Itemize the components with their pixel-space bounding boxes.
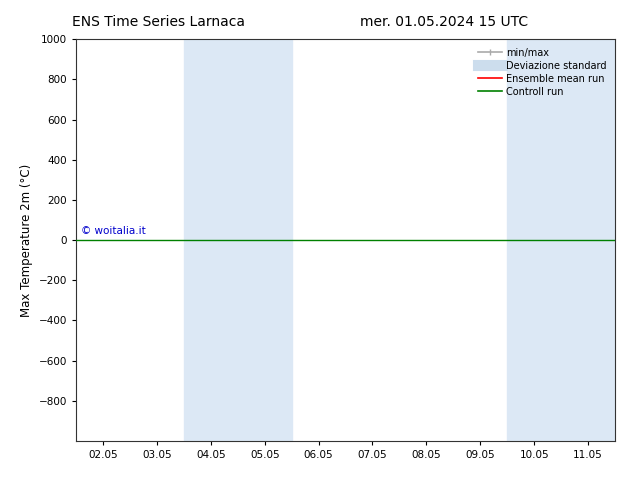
Text: ENS Time Series Larnaca: ENS Time Series Larnaca — [72, 15, 245, 29]
Text: mer. 01.05.2024 15 UTC: mer. 01.05.2024 15 UTC — [359, 15, 528, 29]
Text: © woitalia.it: © woitalia.it — [81, 226, 146, 236]
Bar — [561, 39, 615, 441]
Bar — [184, 39, 238, 441]
Bar — [507, 39, 561, 441]
Y-axis label: Max Temperature 2m (°C): Max Temperature 2m (°C) — [20, 164, 33, 317]
Bar — [238, 39, 292, 441]
Legend: min/max, Deviazione standard, Ensemble mean run, Controll run: min/max, Deviazione standard, Ensemble m… — [474, 44, 610, 100]
